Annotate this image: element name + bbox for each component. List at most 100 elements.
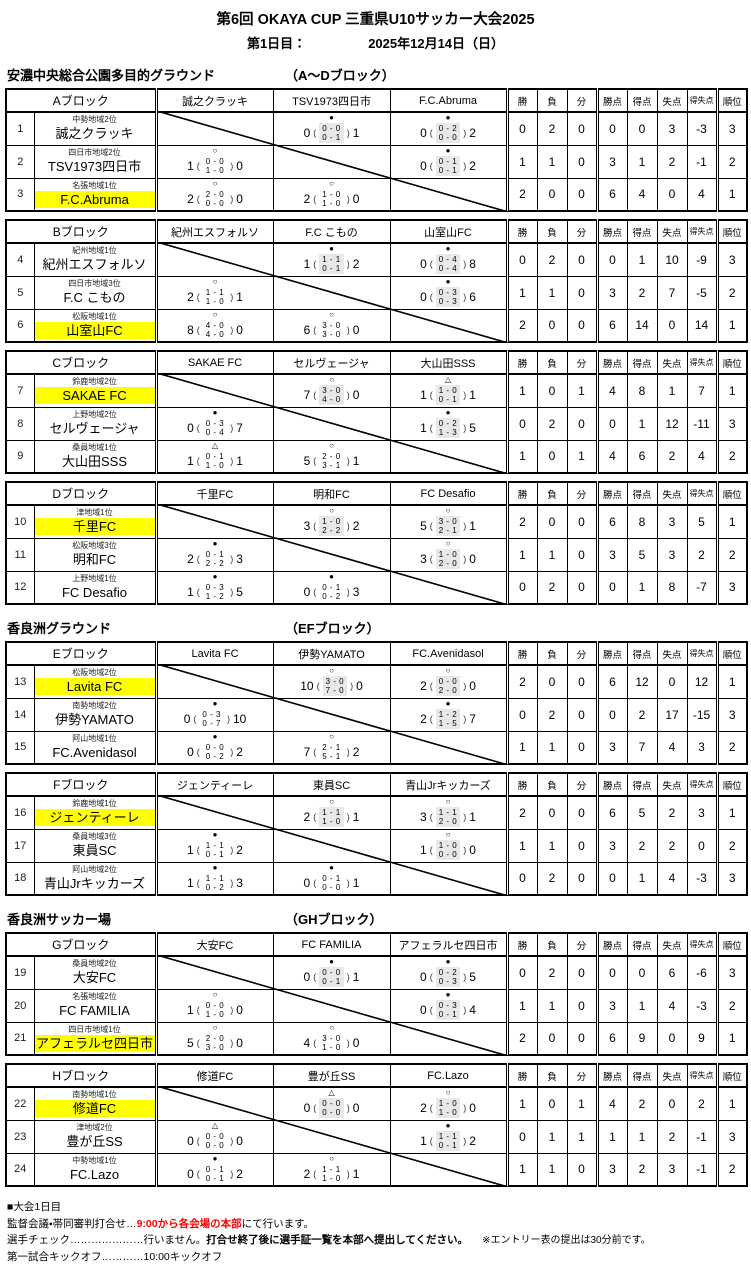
row-number: 8 (5, 406, 35, 441)
team-region: 名張地域2位 (72, 992, 117, 1001)
score-against: 1 (352, 453, 360, 468)
team-name: FC.Lazo (69, 1166, 120, 1182)
loss-mark: ● (445, 990, 451, 999)
win-mark: ○ (329, 375, 334, 385)
second-half-score: 0 - 1 (205, 850, 225, 859)
row-number: 5 (5, 275, 35, 310)
paren-open: ( (429, 521, 433, 532)
team-name: 山室山FC (35, 321, 155, 339)
stat-losses: 1 (536, 275, 568, 310)
stat-rank: 1 (715, 504, 748, 539)
venue-name: 香良洲サッカー場 (7, 912, 112, 927)
block-Bブロック: Bブロック 紀州エスフォルソ F.C こもの 山室山FC 勝負分勝点 得点 失点 得失点 順位 4… (5, 219, 749, 343)
paren-open: ( (429, 161, 433, 171)
first-half-score: 2 - 1 (322, 742, 341, 752)
stat-losses: 1 (536, 144, 568, 179)
score-for: 0 (303, 875, 311, 890)
stat-header-draws: 分 (566, 641, 598, 666)
stat-header-points: 勝点 (595, 481, 628, 506)
block-header-row: Dブロック 千里FC 明和FC FC Desafio 勝負分勝点 得点 失点 得失点 順位 (5, 481, 748, 506)
score-against: 2 (469, 1134, 476, 1148)
stat-points: 3 (595, 1152, 628, 1187)
first-half-score: 0 - 2 (438, 419, 458, 428)
stat-goals-against: 3 (656, 537, 688, 572)
paren-open: ( (429, 390, 433, 401)
second-half-score: 0 - 1 (438, 166, 458, 175)
draw-mark: △ (211, 440, 219, 450)
stat-header-goal-diff: 得失点 (686, 481, 718, 506)
block-header-row: Aブロック 誠之クラッキ TSV1973四日市 F.C.Abruma 勝負分勝点 得点 失点… (5, 88, 748, 113)
stat-losses: 0 (536, 504, 568, 539)
stat-goal-diff: -1 (686, 1119, 718, 1154)
score-against: 2 (469, 126, 476, 141)
stat-header-goal-diff: 得失点 (686, 88, 718, 113)
team-cell: 津地域2位 豊が丘SS (33, 1119, 157, 1154)
score-for: 2 (187, 290, 194, 304)
self-match-cell (389, 1021, 508, 1056)
block-Eブロック: Eブロック Lavita FC 伊勢YAMATO FC.Avenidasol 勝負分勝点… (5, 641, 749, 765)
team-name: FC Desafio (61, 584, 128, 600)
row-number: 17 (5, 828, 35, 863)
score-against: 1 (469, 388, 476, 403)
score-for: 1 (303, 257, 311, 272)
score-for: 1 (187, 584, 194, 599)
score-for: 2 (420, 1101, 427, 1116)
score-for: 2 (420, 679, 427, 694)
paren-close: ) (346, 455, 350, 466)
stat-wins: 1 (505, 275, 538, 310)
block-header-row: Bブロック 紀州エスフォルソ F.C こもの 山室山FC 勝負分勝点 得点 失点 得失点 順位 (5, 219, 748, 244)
paren-close: ) (463, 259, 467, 270)
score-for: 3 (303, 519, 311, 534)
stat-goal-diff: 4 (686, 177, 718, 212)
paren-close: ) (346, 1168, 350, 1179)
score-against: 8 (469, 257, 476, 272)
stat-goals-for: 1 (626, 861, 658, 896)
win-mark: ○ (329, 440, 334, 450)
score-for: 1 (420, 843, 427, 857)
paren-close: ) (463, 714, 467, 724)
stat-draws: 0 (566, 504, 598, 539)
stat-draws: 0 (566, 275, 598, 310)
win-mark: ○ (329, 1022, 334, 1032)
stat-header-goals-against: 失点 (656, 219, 688, 244)
stat-points: 4 (595, 439, 628, 474)
loss-mark: ● (212, 571, 218, 581)
opponent-header: セルヴェージャ (272, 350, 391, 375)
stat-goal-diff: 2 (686, 537, 718, 572)
stat-rank: 1 (715, 373, 748, 408)
loss-mark: ● (212, 862, 218, 872)
paren-open: ( (313, 193, 317, 204)
stat-draws: 0 (566, 144, 598, 179)
team-cell: 桑員地域1位 大山田SSS (33, 439, 157, 474)
opponent-header: F.C こもの (272, 219, 391, 244)
opponent-header: 青山Jrキッカーズ (389, 772, 508, 797)
opponent-header: FC FAMILIA (272, 932, 391, 957)
second-half-score: 0 - 1 (438, 1141, 458, 1150)
stat-losses: 1 (536, 988, 568, 1023)
stat-goals-for: 1 (626, 1119, 658, 1154)
paren-close: ) (463, 554, 467, 564)
row-number: 22 (5, 1086, 35, 1121)
second-half-score: 0 - 0 (205, 198, 225, 208)
row-number: 23 (5, 1119, 35, 1154)
first-half-score: 3 - 0 (322, 386, 341, 396)
score-against: 3 (236, 552, 243, 566)
stat-header-rank: 順位 (715, 219, 748, 244)
stat-draws: 0 (566, 955, 598, 990)
stat-header-draws: 分 (566, 219, 598, 244)
first-half-score: 0 - 3 (202, 710, 221, 719)
